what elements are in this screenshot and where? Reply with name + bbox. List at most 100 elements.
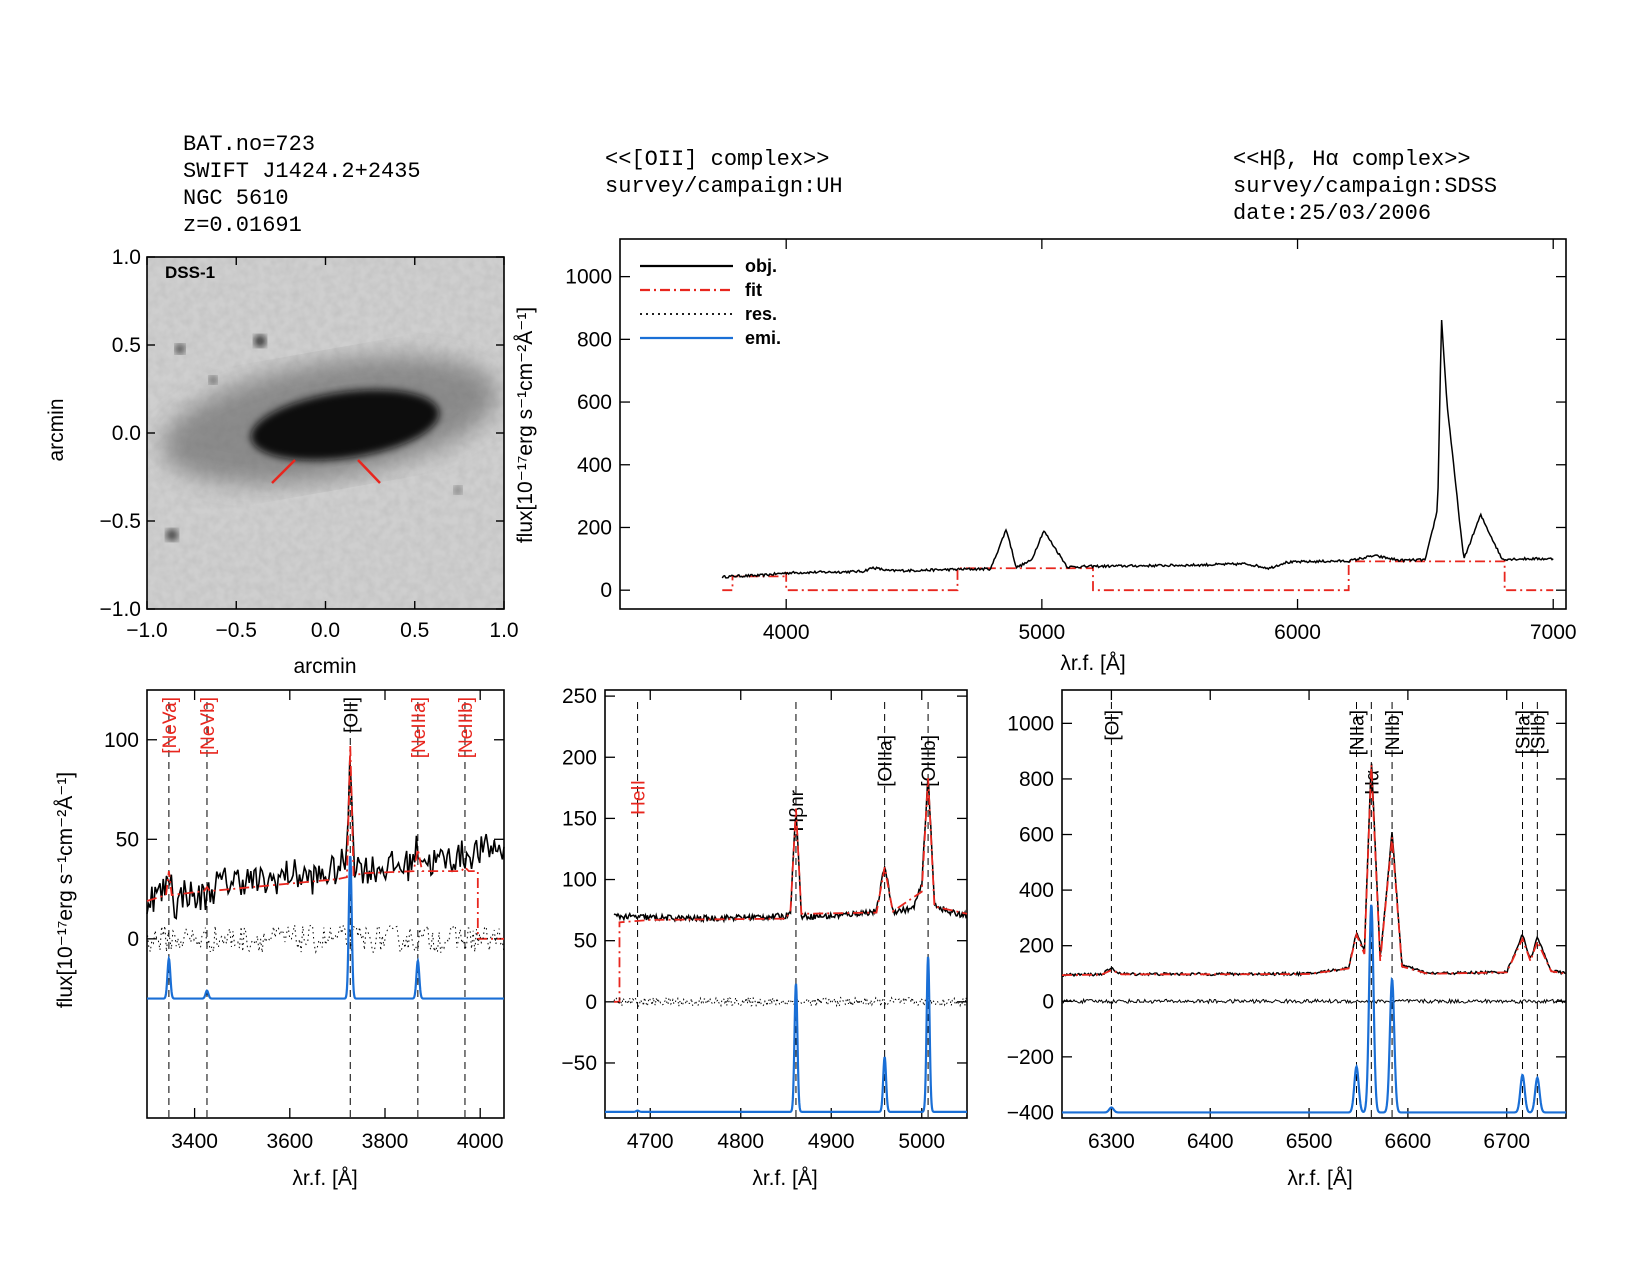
xtick-label: 4700 [627,1130,674,1153]
image-xtick-label: 1.0 [489,619,518,642]
ytick-label: 100 [104,729,139,752]
halpha-complex-panel: 6300 6400 6500 6600 6700 −400 −200 0 200 400 600 80… [1007,689,1567,1153]
fit-continuum-line [722,560,1554,592]
fit-line [1061,764,1567,977]
image-xtick-label: 0.5 [400,619,429,642]
obj-spectrum-line [146,757,505,920]
image-ytick-label: −1.0 [100,598,141,621]
ytick-label: 600 [577,391,612,414]
ytick-label: 200 [577,516,612,539]
oii-xlabel: λr.f. [Å] [292,1167,357,1190]
line-label: [OII] [341,697,362,733]
xtick-label: 7000 [1530,621,1577,644]
header-left: BAT.no=723 SWIFT J1424.2+2435 NGC 5610 z=0.… [183,131,421,239]
xtick-label: 4900 [808,1130,855,1153]
ytick-label: 200 [562,746,597,769]
ytick-label: 400 [577,454,612,477]
redshift: z=0.01691 [183,213,302,238]
ytick-label: 0 [600,579,612,602]
line-label: [NIIa] [1347,710,1368,755]
residual-line [613,995,968,1008]
ytick-label: 800 [1019,768,1054,791]
hb-xlabel: λr.f. [Å] [752,1167,817,1190]
xtick-label: 4800 [717,1130,764,1153]
legend-emi: emi. [745,328,781,348]
ytick-label: 0 [585,991,597,1014]
xtick-label: 4000 [457,1130,504,1153]
ytick-label: 150 [562,807,597,830]
line-label: HeII [629,780,650,815]
xtick-label: 6300 [1088,1130,1135,1153]
ytick-label: −200 [1007,1046,1054,1069]
xtick-label: 5000 [1019,621,1066,644]
bat-number: BAT.no=723 [183,132,316,157]
ytick-label: 250 [562,685,597,708]
ytick-label: 800 [577,328,612,351]
image-xlabel: arcmin [293,655,356,678]
emission-model-line [1062,904,1566,1114]
ytick-label: 1000 [1007,712,1054,735]
oii-survey: survey/campaign:UH [605,174,843,199]
obj-spectrum-line [613,779,968,924]
legend-fit: fit [745,280,762,300]
observation-date: date:25/03/2006 [1233,201,1432,226]
xtick-label: 3600 [266,1130,313,1153]
xtick-label: 4000 [763,621,810,644]
bottom-ylabel: flux[10⁻¹⁷erg s⁻¹cm⁻²Å⁻¹] [54,772,77,1008]
line-label: [SIIa] [1514,710,1535,754]
xtick-label: 6700 [1483,1130,1530,1153]
residual-line [146,923,505,954]
xtick-label: 6600 [1385,1130,1432,1153]
image-xtick-label: −1.0 [126,619,167,642]
obj-spectrum-line [1061,763,1567,978]
oii-complex-panel: 3400 3600 3800 4000 0 50 100 [NeVa] [NeVb] [OII] [… [104,689,505,1153]
plot-frame [1061,689,1567,1119]
xtick-label: 6000 [1274,621,1321,644]
plot-frame [146,689,505,1119]
fit-line [146,745,504,940]
line-label: [NIIb] [1383,710,1404,755]
full-spectrum-panel: 4000 5000 6000 7000 0 200 400 600 800 1000 [565,238,1577,644]
ytick-label: −50 [561,1052,597,1075]
hbeta-complex-panel: 4700 4800 4900 5000 −50 0 50 100 150 200 250 HeII Hβ… [561,685,968,1153]
sdss-survey: survey/campaign:SDSS [1233,174,1498,199]
header-right: <<Hβ, Hα complex>> survey/campaign:SDSS da… [1233,146,1497,227]
image-ytick-label: 0.0 [112,422,141,445]
xtick-label: 6500 [1286,1130,1333,1153]
ytick-label: 0 [1042,990,1054,1013]
ytick-label: 200 [1019,935,1054,958]
line-label: [OIIIa] [876,735,897,787]
oii-complex-title: <<[OII] complex>> [605,147,830,172]
dss-image-panel: DSS-1 −1.0−1.0 −0.5 −0.5 0.0 0.0 0.5 0.5 1.0 1.0… [45,246,519,678]
line-label: [OI] [1102,710,1123,741]
image-ytick-label: 0.5 [112,334,141,357]
plot-frame [619,238,1567,610]
legend: obj. fit res. emi. [640,256,781,348]
line-label: [NeIIIb] [456,697,477,758]
ytick-label: −400 [1007,1101,1054,1124]
obj-spectrum-line [721,320,1554,579]
xtick-label: 6400 [1187,1130,1234,1153]
dss-label: DSS-1 [165,263,215,282]
emission-model-line [605,956,967,1113]
image-ytick-label: 1.0 [112,246,141,269]
fit-line [614,777,968,1003]
line-label: Hβnr [787,789,808,831]
image-xtick-label: 0.0 [311,619,340,642]
legend-res: res. [745,304,777,324]
ytick-label: 0 [127,928,139,951]
line-label: [SIIb] [1528,710,1549,754]
marker-right [357,459,381,484]
ytick-label: 100 [562,869,597,892]
line-label: [NeVb] [198,697,219,755]
ngc-id: NGC 5610 [183,186,289,211]
line-label: [NeIIIa] [409,697,430,758]
line-label: [OIIIb] [919,735,940,787]
legend-obj: obj. [745,256,777,276]
xtick-label: 3400 [171,1130,218,1153]
image-xtick-label: −0.5 [216,619,257,642]
ytick-label: 400 [1019,879,1054,902]
ytick-label: 1000 [565,266,612,289]
full-xlabel: λr.f. [Å] [1060,652,1125,675]
